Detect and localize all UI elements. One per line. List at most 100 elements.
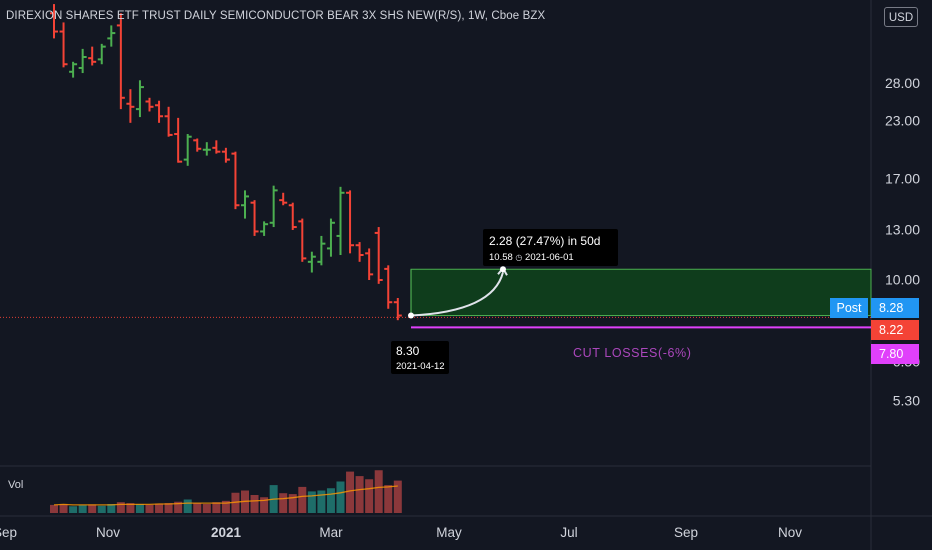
volume-bar [183,499,192,513]
currency-selector[interactable]: USD [884,7,918,27]
ohlc-bar [69,61,78,78]
x-tick-label: Jul [560,525,577,540]
entry-info-box [391,341,449,374]
volume-bar [336,481,345,513]
last-price-tag: 8.22 [871,320,919,340]
ohlc-bar [50,4,58,39]
cut-losses-label: CUT LOSSES(-6%) [573,346,692,360]
ohlc-bar [231,151,240,210]
volume-bar [202,504,211,513]
volume-bar [374,470,383,513]
ohlc-bar [250,200,259,236]
volume-bar [212,502,221,513]
target-point [500,266,506,273]
projection-target-date: 2021-06-01 [525,252,574,263]
volume-bar [193,503,202,513]
chart-title: DIREXION SHARES ETF TRUST DAILY SEMICOND… [6,10,546,22]
x-tick-label: Sep [674,525,698,540]
volume-bar [260,497,269,513]
ohlc-bar [116,13,125,110]
volume-bar [346,471,355,513]
projection-change: 2.28 (27.47%) in 50d [489,234,601,248]
ohlc-bar [269,185,278,228]
volume-bar [88,504,97,513]
volume-bar [288,494,297,513]
volume-bar [116,502,125,513]
ohlc-bar [393,297,402,321]
ohlc-bar [307,251,316,273]
post-market-label: Post [830,298,868,318]
volume-bar [59,504,68,513]
ohlc-bar [155,100,164,123]
volume-bar [307,491,316,513]
position-tool[interactable] [410,268,872,329]
ohlc-bar [365,248,374,280]
ohlc-bar [288,202,297,230]
ohlc-bar [374,227,383,284]
volume-bar [365,479,374,513]
volume-bar [50,504,58,513]
ohlc-bar [164,106,173,137]
volume-bar [221,500,230,513]
x-tick-label: Sep [0,525,17,540]
volume-bar [69,506,78,513]
x-tick-label: Nov [96,525,120,540]
volume-label: Vol [8,479,24,491]
stop-price-tag: 7.80 [871,344,919,364]
ohlc-bar [212,140,221,154]
volume-bar [164,503,173,513]
volume-bar [384,485,393,513]
ohlc-bar [107,25,116,47]
clock-icon: ◷ [515,253,523,262]
projection-target: 10.58 ◷ 2021-06-01 [489,252,574,263]
target-zone [410,268,872,317]
entry-price: 8.30 [396,344,420,358]
ohlc-bar [298,218,307,262]
ohlc-bar [59,22,68,68]
x-tick-label: 2021 [211,525,242,540]
ohlc-bar [241,190,249,219]
ohlc-bar [97,43,106,65]
projection-target-price: 10.58 [489,252,513,263]
entry-date: 2021-04-12 [396,361,445,372]
volume-bar [126,503,135,513]
y-tick-label: 23.00 [885,113,920,129]
volume-bar [279,493,288,513]
projection-arrow [410,271,504,317]
ohlc-bar [202,142,211,156]
ohlc-bar [384,265,393,309]
y-tick-label: 5.30 [893,393,920,409]
post-price-tag: 8.28 [871,298,919,318]
projection-info-box [483,229,618,266]
entry-point [408,312,414,319]
axes: 28.0023.0017.0013.0010.006.505.30SepNov2… [0,75,920,540]
x-tick-label: Mar [319,525,343,540]
ohlc-bar [174,117,183,163]
volume-bar [326,488,335,513]
y-tick-label: 13.00 [885,221,920,237]
overlay-lines [0,266,871,319]
ohlc-bar [135,80,144,118]
volume-bar [250,495,259,513]
ohlc-bar [183,134,192,166]
volume-bar [78,505,87,513]
volume-pane [50,470,402,513]
volume-bar [231,492,240,513]
volume-bar [174,501,183,513]
ohlc-bar [88,46,97,66]
ohlc-bar [260,221,269,236]
y-tick-label: 28.00 [885,75,920,91]
ohlc-bar [221,147,230,163]
ohlc-bar [193,138,202,152]
ohlc-bar [346,190,355,254]
x-tick-label: May [436,525,462,540]
volume-ma-line [53,485,398,506]
volume-bar [107,504,116,513]
ohlc-bar [78,48,87,74]
ohlc-bar [326,218,335,257]
ohlc-bar [126,89,135,123]
ohlc-bar [279,192,288,206]
volume-bar [298,486,307,513]
volume-bar [155,503,164,513]
